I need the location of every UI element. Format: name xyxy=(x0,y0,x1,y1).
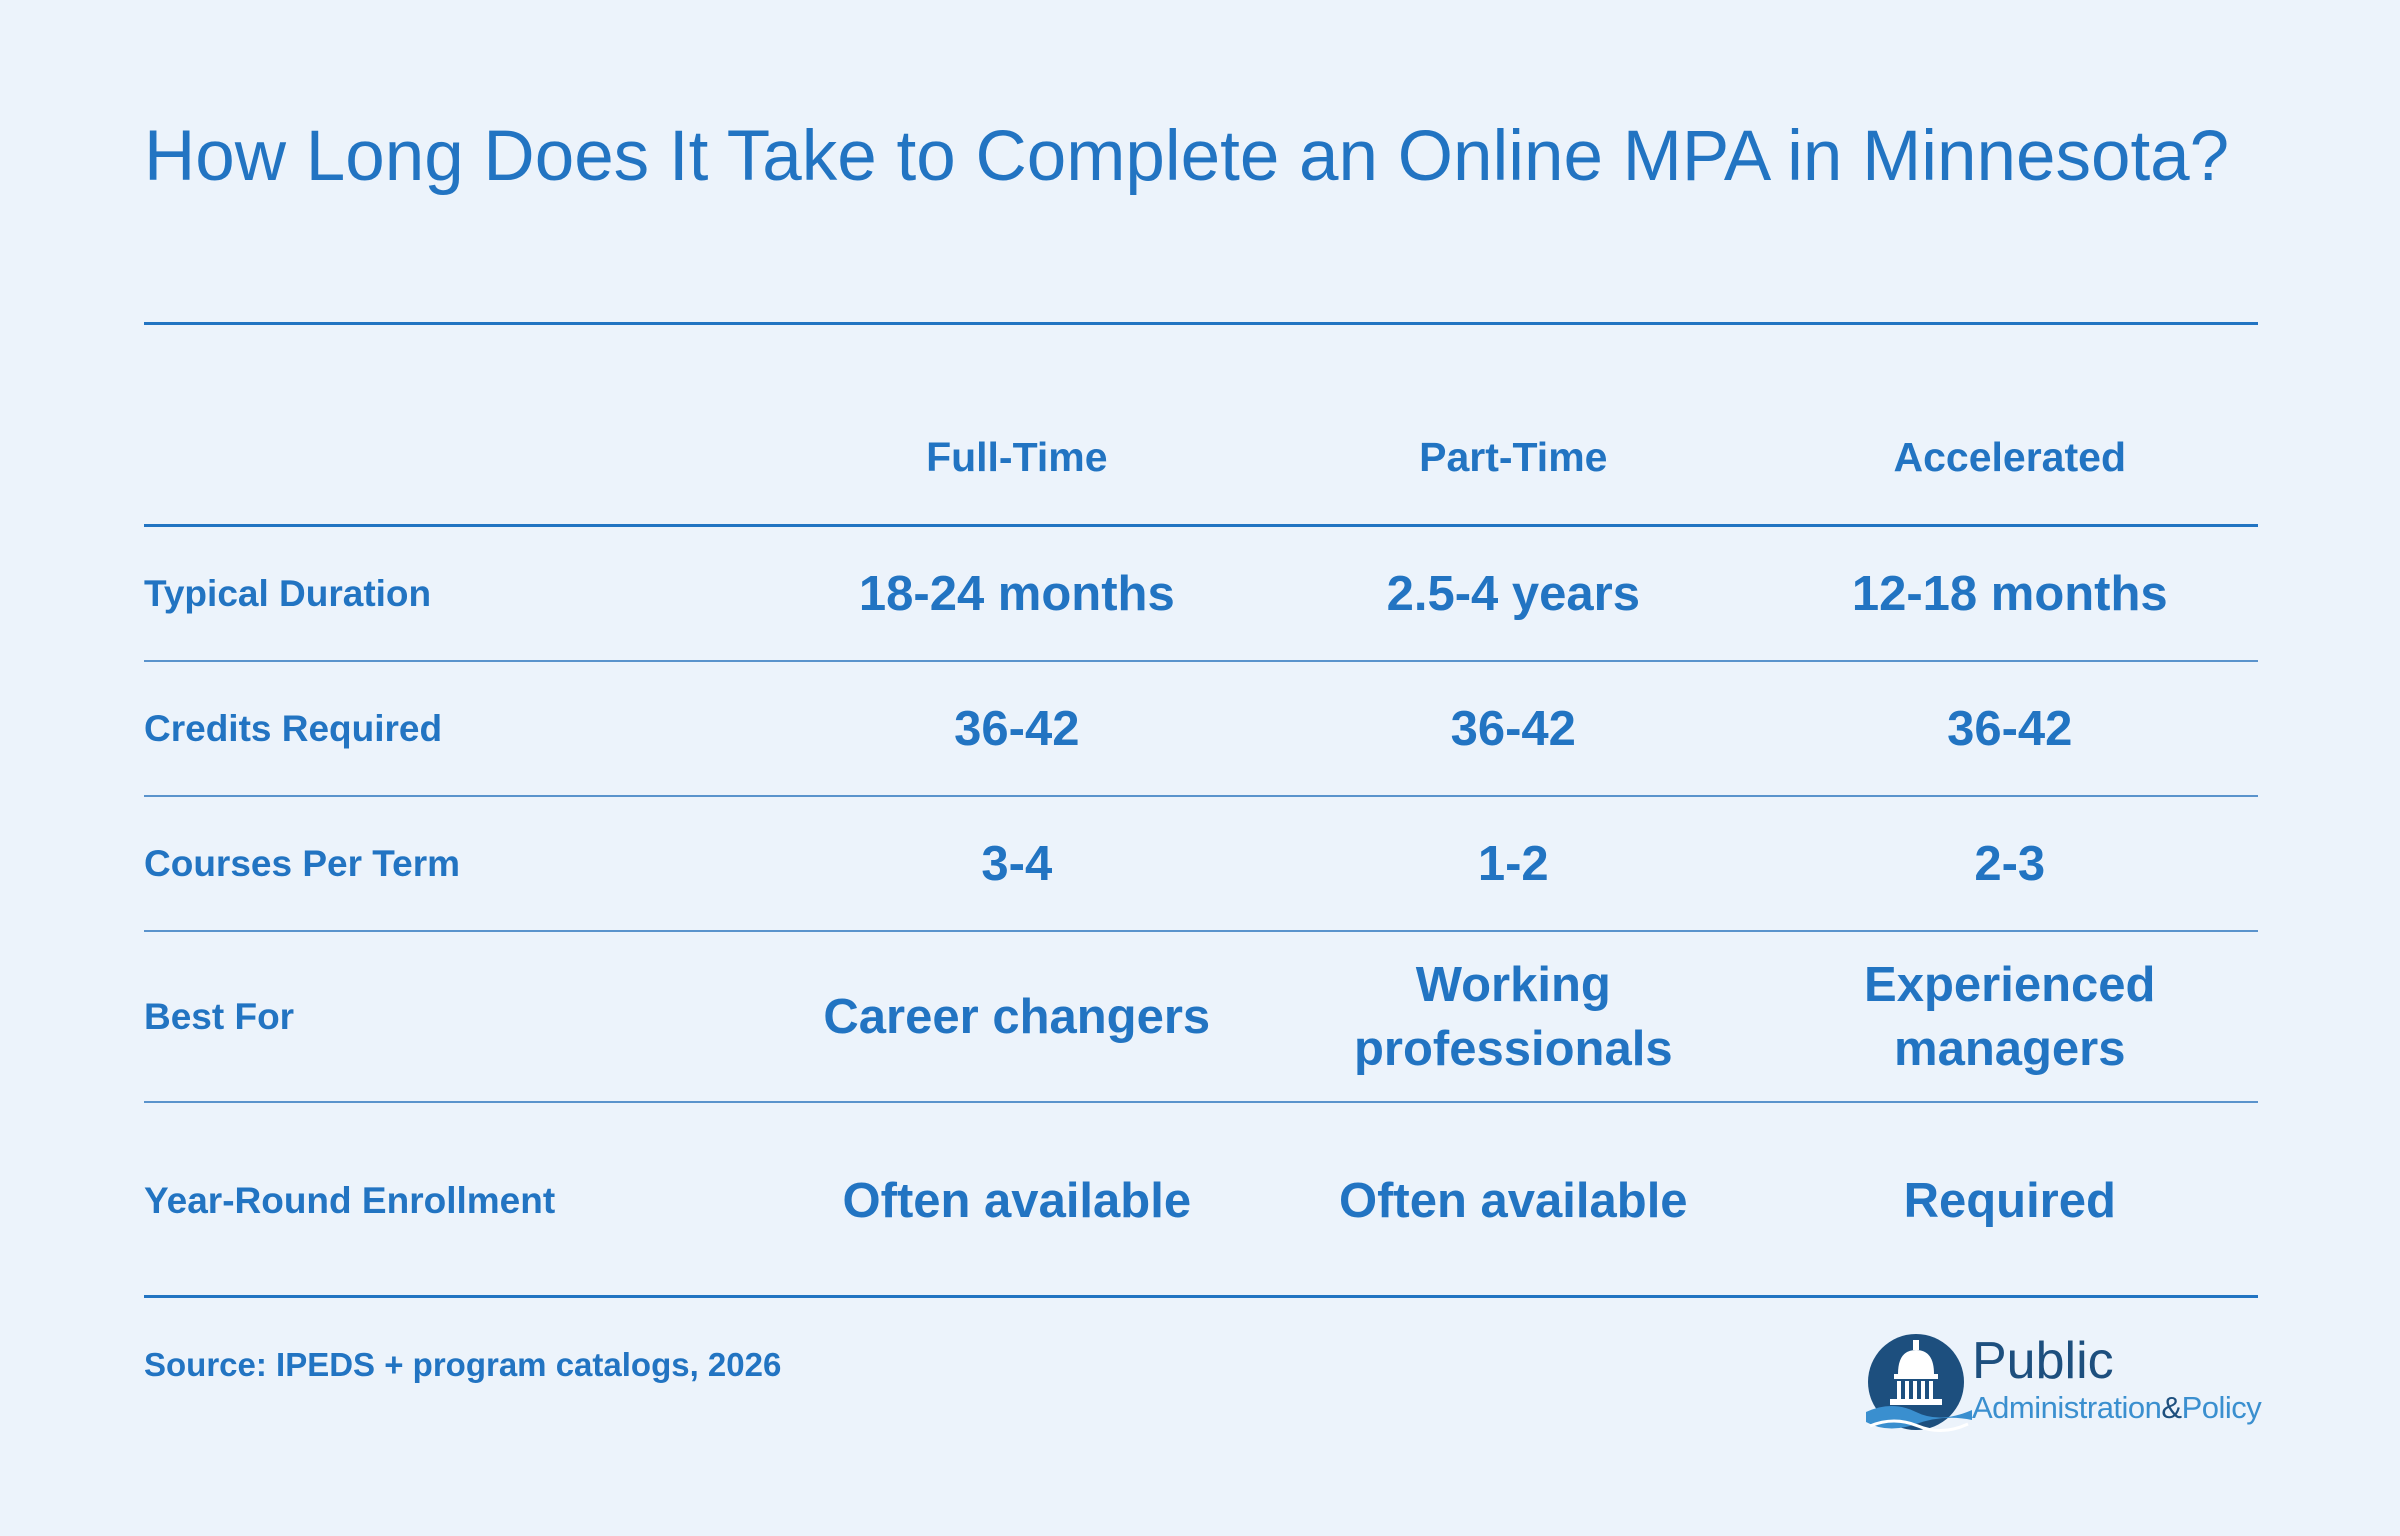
logo-text-ampersand: & xyxy=(2161,1390,2182,1425)
column-header-accelerated: Accelerated xyxy=(1761,390,2258,527)
source-note: Source: IPEDS + program catalogs, 2026 xyxy=(144,1346,782,1383)
page-title: How Long Does It Take to Complete an Onl… xyxy=(144,117,2230,196)
column-header-part-time: Part-Time xyxy=(1265,390,1762,527)
table-cell: 36-42 xyxy=(1265,661,1762,797)
table-row-credits-required: Credits Required 36-42 36-42 36-42 xyxy=(144,661,2258,797)
table-cell: Working professionals xyxy=(1265,931,1762,1103)
row-label: Typical Duration xyxy=(144,525,769,662)
header-corner xyxy=(144,390,769,527)
table-cell: 36-42 xyxy=(768,661,1266,797)
table-cell: 3-4 xyxy=(768,796,1266,932)
brand-logo: Public Administration&Policy xyxy=(1864,1330,2264,1440)
table-row-year-round-enrollment: Year-Round Enrollment Often available Of… xyxy=(144,1102,2258,1299)
table-cell: Often available xyxy=(1338,1174,1688,1228)
table-cell: 2-3 xyxy=(1761,796,2258,932)
table-row-typical-duration: Typical Duration 18-24 months 2.5-4 year… xyxy=(144,525,2258,662)
table-cell: 1-2 xyxy=(1265,796,1762,932)
logo-text-public: Public xyxy=(1972,1332,2114,1390)
logo-text-subtitle: Administration&Policy xyxy=(1972,1388,2262,1428)
table-cell: 18-24 months xyxy=(768,525,1266,662)
table-cell: Career changers xyxy=(768,931,1266,1103)
logo-text-policy: Policy xyxy=(2181,1390,2262,1425)
table-cell: Experienced managers xyxy=(1761,931,2258,1103)
table-cell: Often available xyxy=(842,1174,1192,1228)
table-cell: 2.5-4 years xyxy=(1265,525,1762,662)
table-cell: Required xyxy=(1903,1174,2116,1228)
table-row-best-for: Best For Career changers Working profess… xyxy=(144,931,2258,1103)
row-label: Year-Round Enrollment xyxy=(144,1180,556,1221)
page: How Long Does It Take to Complete an Onl… xyxy=(144,0,2262,1536)
footer-divider xyxy=(144,1295,2258,1298)
row-label: Best For xyxy=(144,931,769,1103)
table-cell: 12-18 months xyxy=(1761,525,2258,662)
comparison-table: Full-Time Part-Time Accelerated Typical … xyxy=(144,390,2258,1299)
table-header-row: Full-Time Part-Time Accelerated xyxy=(144,390,2258,527)
table-row-courses-per-term: Courses Per Term 3-4 1-2 2-3 xyxy=(144,796,2258,932)
logo-text-administration: Administration xyxy=(1972,1390,2162,1425)
row-label: Courses Per Term xyxy=(144,796,769,932)
row-label: Credits Required xyxy=(144,661,769,797)
column-header-full-time: Full-Time xyxy=(768,390,1266,527)
capitol-dome-icon xyxy=(1866,1334,1972,1432)
title-divider xyxy=(144,322,2258,325)
table-cell: 36-42 xyxy=(1761,661,2258,797)
